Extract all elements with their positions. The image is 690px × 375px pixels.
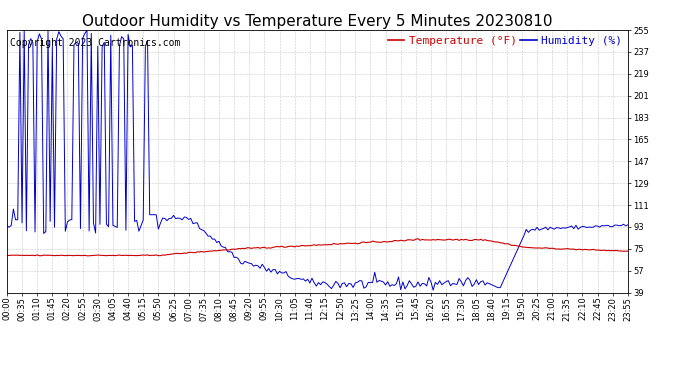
- Legend: Temperature (°F), Humidity (%): Temperature (°F), Humidity (%): [388, 36, 622, 45]
- Title: Outdoor Humidity vs Temperature Every 5 Minutes 20230810: Outdoor Humidity vs Temperature Every 5 …: [82, 14, 553, 29]
- Text: Copyright 2023 Cartronics.com: Copyright 2023 Cartronics.com: [10, 38, 180, 48]
